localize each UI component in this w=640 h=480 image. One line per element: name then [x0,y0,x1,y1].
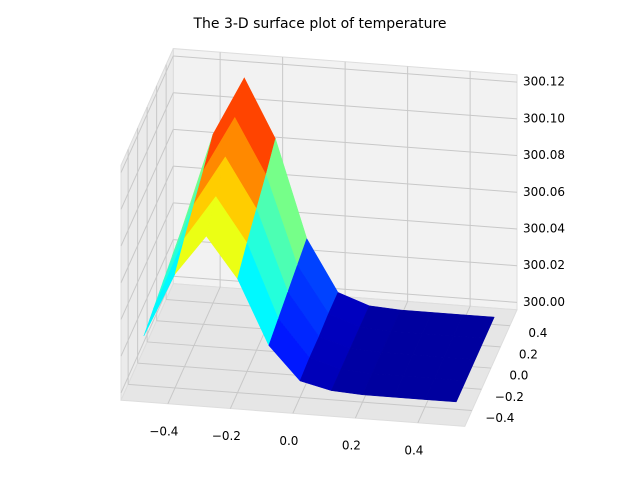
z-tick-label: 300.02 [523,258,565,272]
z-tick-label: 300.10 [523,111,565,125]
y-tick-label: 0.0 [509,369,528,383]
grid-line [120,202,174,320]
grid-line [173,92,518,120]
y-tick-label: 0.4 [528,326,547,340]
grid-line [173,55,518,83]
z-tick-label: 300.04 [523,221,565,235]
chart-title: The 3-D surface plot of temperature [192,16,446,32]
x-tick-label: −0.4 [149,424,178,438]
grid-line [173,275,518,303]
grid-line [120,239,174,357]
y-tick-label: 0.2 [519,347,538,361]
z-tick-label: 300.00 [523,295,565,309]
z-tick-label: 300.12 [523,75,565,89]
grid-line [120,55,174,173]
z-tick-label: 300.06 [523,185,565,199]
y-tick-label: −0.2 [495,390,524,404]
grid-line [120,129,174,247]
grid-line [120,165,174,283]
grid-line [128,383,472,411]
x-tick-label: 0.4 [404,443,423,457]
x-tick-label: 0.2 [342,439,361,453]
grid-line [120,92,174,210]
z-tick-label: 300.08 [523,148,565,162]
x-tick-label: −0.2 [212,429,241,443]
x-tick-label: 0.0 [279,434,298,448]
surface-patch [424,378,467,403]
grid-line [120,276,174,394]
y-tick-label: −0.4 [485,411,514,425]
